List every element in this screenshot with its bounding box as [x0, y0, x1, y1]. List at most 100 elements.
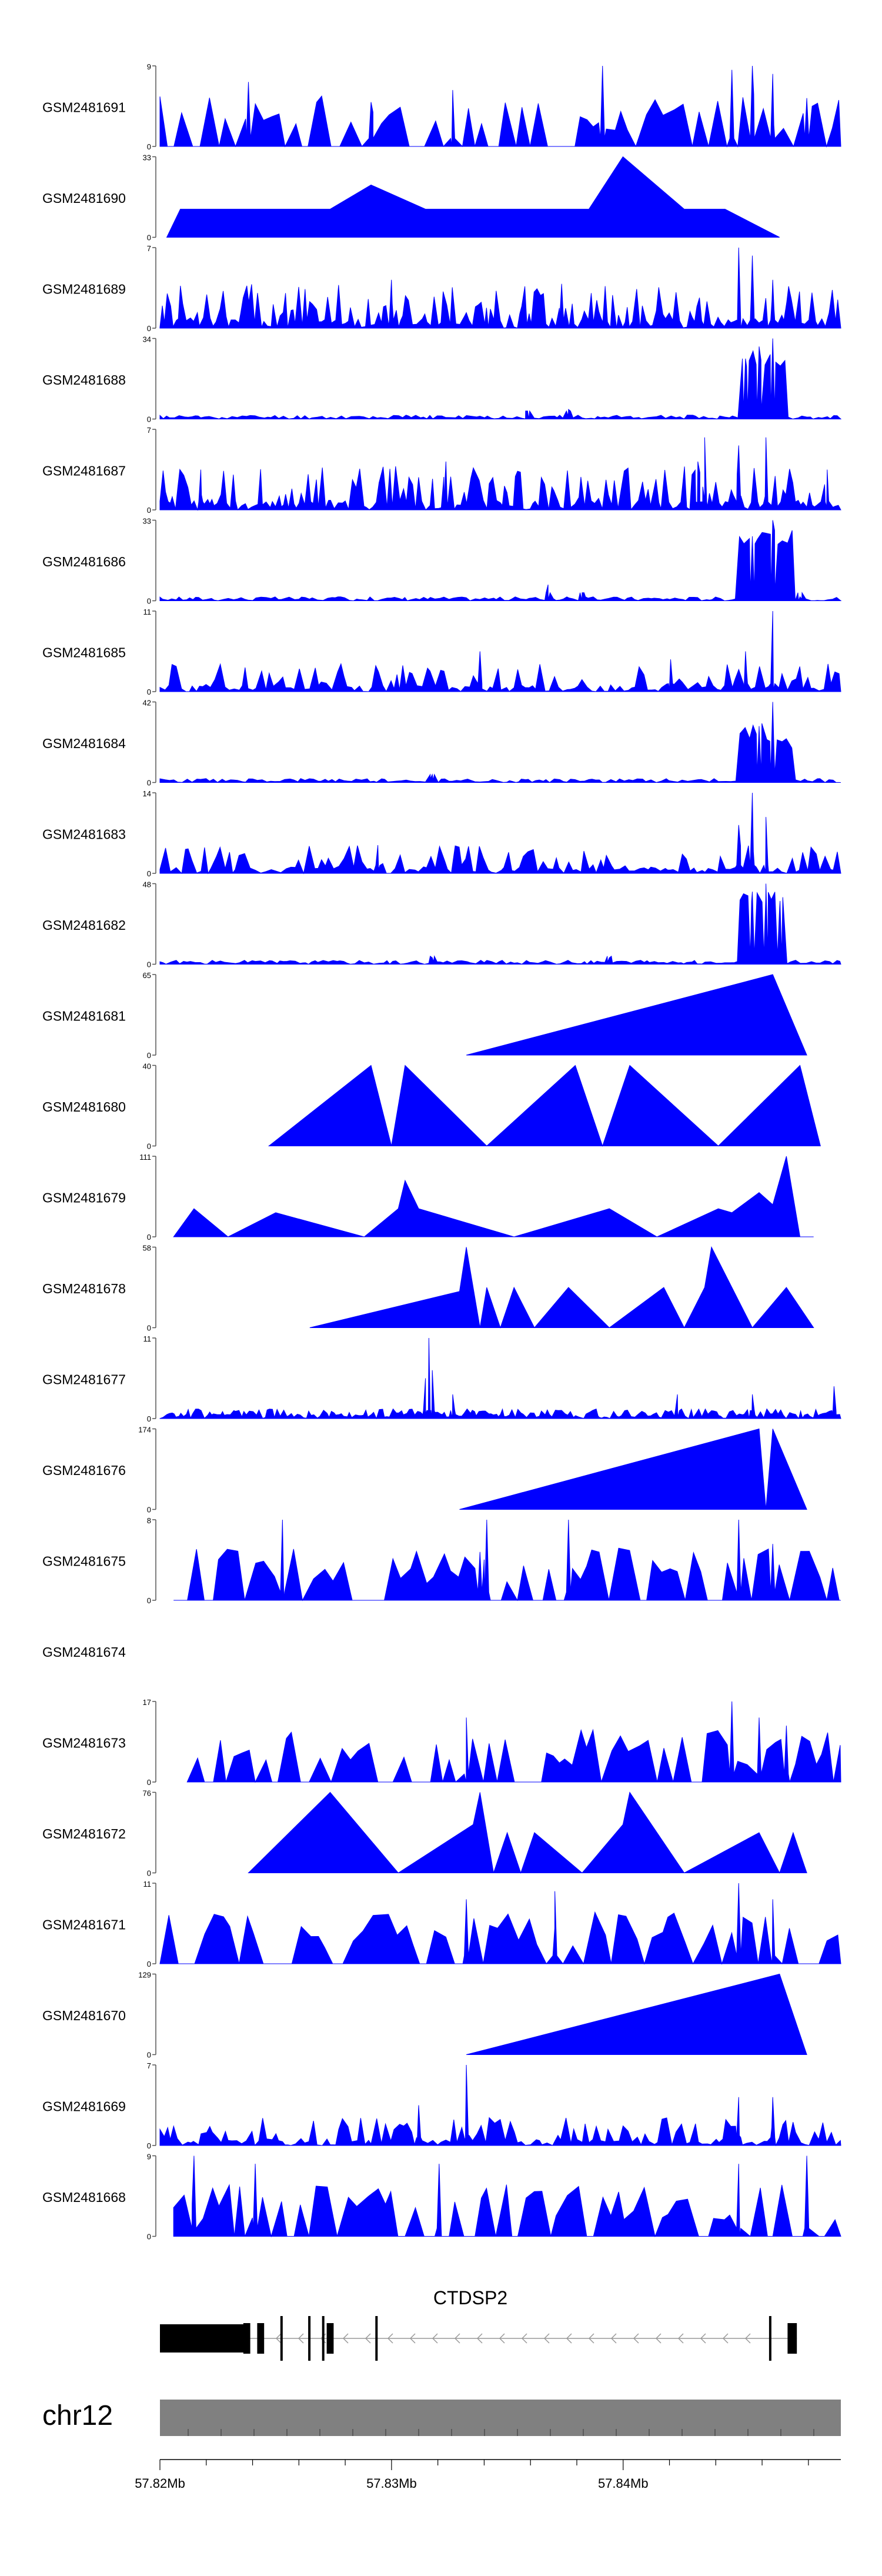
exon	[326, 2323, 334, 2354]
strand-arrow-icon	[700, 2333, 706, 2344]
track-GSM2481690: GSM2481690 33 0	[42, 154, 780, 242]
strand-arrow-icon	[610, 2333, 617, 2344]
track-GSM2481681: GSM2481681 65 0	[42, 971, 807, 1060]
y-tick-label-max: 42	[143, 699, 151, 708]
track-label: GSM2481672	[42, 1826, 126, 1841]
strand-arrow-icon	[677, 2333, 684, 2344]
track-GSM2481685: GSM2481685 11 0	[42, 608, 841, 696]
y-tick-label-max: 33	[143, 517, 151, 526]
strand-arrow-icon	[409, 2333, 416, 2344]
y-tick-label-max: 174	[138, 1426, 151, 1434]
y-tick-label-max: 11	[143, 608, 152, 616]
track-label: GSM2481683	[42, 827, 126, 842]
track-label: GSM2481687	[42, 463, 126, 479]
y-tick-label-max: 8	[147, 1516, 151, 1525]
y-tick-label-zero: 0	[147, 1324, 151, 1333]
track-GSM2481688: GSM2481688 34 0	[42, 335, 842, 424]
track-label: GSM2481671	[42, 1917, 126, 1933]
track-GSM2481672: GSM2481672 76 0	[42, 1789, 807, 1878]
y-tick-label-max: 111	[139, 1153, 151, 1162]
y-tick-label-max: 11	[143, 1334, 152, 1343]
exon	[280, 2316, 283, 2361]
track-label: GSM2481685	[42, 645, 126, 660]
coverage-area	[159, 247, 841, 329]
y-tick-label-zero: 0	[147, 2233, 151, 2241]
track-GSM2481683: GSM2481683 14 0	[42, 789, 841, 878]
track-label: GSM2481670	[42, 2008, 126, 2023]
y-tick-label-zero: 0	[147, 1414, 151, 1423]
track-GSM2481671: GSM2481671 11 0	[42, 1880, 841, 1968]
track-GSM2481668: GSM2481668 9 0	[42, 2153, 841, 2241]
coverage-area	[159, 338, 842, 419]
coverage-area	[159, 2064, 841, 2147]
y-tick-label-zero: 0	[147, 142, 151, 151]
y-tick-label-zero: 0	[147, 324, 151, 333]
chromosome-ideogram-bar	[160, 2400, 841, 2436]
y-tick-label-max: 7	[147, 426, 151, 435]
track-label: GSM2481690	[42, 191, 126, 206]
x-tick-label: 57.82Mb	[135, 2476, 185, 2491]
track-label: GSM2481681	[42, 1009, 126, 1024]
y-tick-label-max: 129	[138, 1971, 151, 1980]
track-label: GSM2481668	[42, 2190, 126, 2205]
x-tick-label: 57.84Mb	[598, 2476, 649, 2491]
y-tick-label-max: 9	[147, 62, 151, 71]
track-label: GSM2481673	[42, 1736, 126, 1751]
track-GSM2481679: GSM2481679 111 0	[42, 1153, 814, 1242]
y-tick-label-max: 17	[143, 1698, 151, 1707]
gene-track: CTDSP2	[160, 2287, 797, 2361]
y-tick-label-max: 11	[143, 1880, 152, 1888]
strand-arrow-icon	[387, 2333, 393, 2344]
y-tick-label-max: 34	[143, 335, 151, 344]
coverage-area	[166, 156, 780, 238]
coverage-area	[159, 520, 842, 602]
track-GSM2481669: GSM2481669 7 0	[42, 2061, 841, 2150]
y-tick-label-zero: 0	[147, 1506, 151, 1514]
strand-arrow-icon	[499, 2333, 505, 2344]
y-tick-label-zero: 0	[147, 1142, 151, 1151]
strand-arrow-icon	[454, 2333, 460, 2344]
track-GSM2481670: GSM2481670 129 0	[42, 1971, 807, 2060]
track-label: GSM2481676	[42, 1463, 126, 1478]
chromosome-band-ticks	[188, 2429, 814, 2436]
track-label: GSM2481688	[42, 372, 126, 388]
strand-arrow-icon	[722, 2333, 729, 2344]
y-tick-label-zero: 0	[147, 597, 151, 606]
chromosome-label: chr12	[42, 2400, 113, 2431]
track-GSM2481676: GSM2481676 174 0	[42, 1426, 807, 1514]
y-tick-label-max: 40	[143, 1062, 151, 1071]
coverage-tracks: GSM248169190GSM2481690330GSM248168970GSM…	[42, 62, 842, 2241]
strand-arrow-icon	[275, 2333, 282, 2344]
strand-arrow-icon	[566, 2333, 572, 2344]
track-GSM2481678: GSM2481678 58 0	[42, 1244, 814, 1333]
exon	[769, 2316, 771, 2361]
track-label: GSM2481674	[42, 1644, 126, 1660]
track-GSM2481689: GSM2481689 7 0	[42, 244, 841, 333]
y-tick-label-zero: 0	[147, 2051, 151, 2060]
strand-arrow-icon	[432, 2333, 438, 2344]
y-tick-label-zero: 0	[147, 869, 151, 878]
genomic-x-axis: 57.82Mb 57.83Mb 57.84Mb	[135, 2459, 841, 2491]
strand-arrow-icon	[744, 2333, 751, 2344]
y-tick-label-max: 9	[147, 2153, 151, 2161]
y-tick-label-zero: 0	[147, 506, 151, 515]
coverage-area	[466, 1973, 807, 2055]
coverage-area	[159, 1337, 841, 1420]
chromosome-track: chr12	[42, 2400, 841, 2436]
strand-arrow-icon	[476, 2333, 483, 2344]
exon	[243, 2323, 250, 2354]
gene-name-label: CTDSP2	[433, 2287, 507, 2308]
track-label: GSM2481669	[42, 2099, 126, 2114]
track-GSM2481675: GSM2481675 8 0	[42, 1516, 841, 1605]
coverage-area	[159, 437, 841, 511]
y-tick-label-max: 7	[147, 2061, 151, 2070]
coverage-area	[159, 1883, 841, 1965]
strand-arrow-icon	[655, 2333, 662, 2344]
track-label: GSM2481689	[42, 282, 126, 297]
coverage-area	[466, 974, 807, 1056]
y-tick-label-zero: 0	[147, 1869, 151, 1878]
coverage-area	[309, 1246, 814, 1329]
exon	[787, 2323, 797, 2354]
track-GSM2481686: GSM2481686 33 0	[42, 517, 842, 606]
coverage-area	[159, 65, 841, 148]
